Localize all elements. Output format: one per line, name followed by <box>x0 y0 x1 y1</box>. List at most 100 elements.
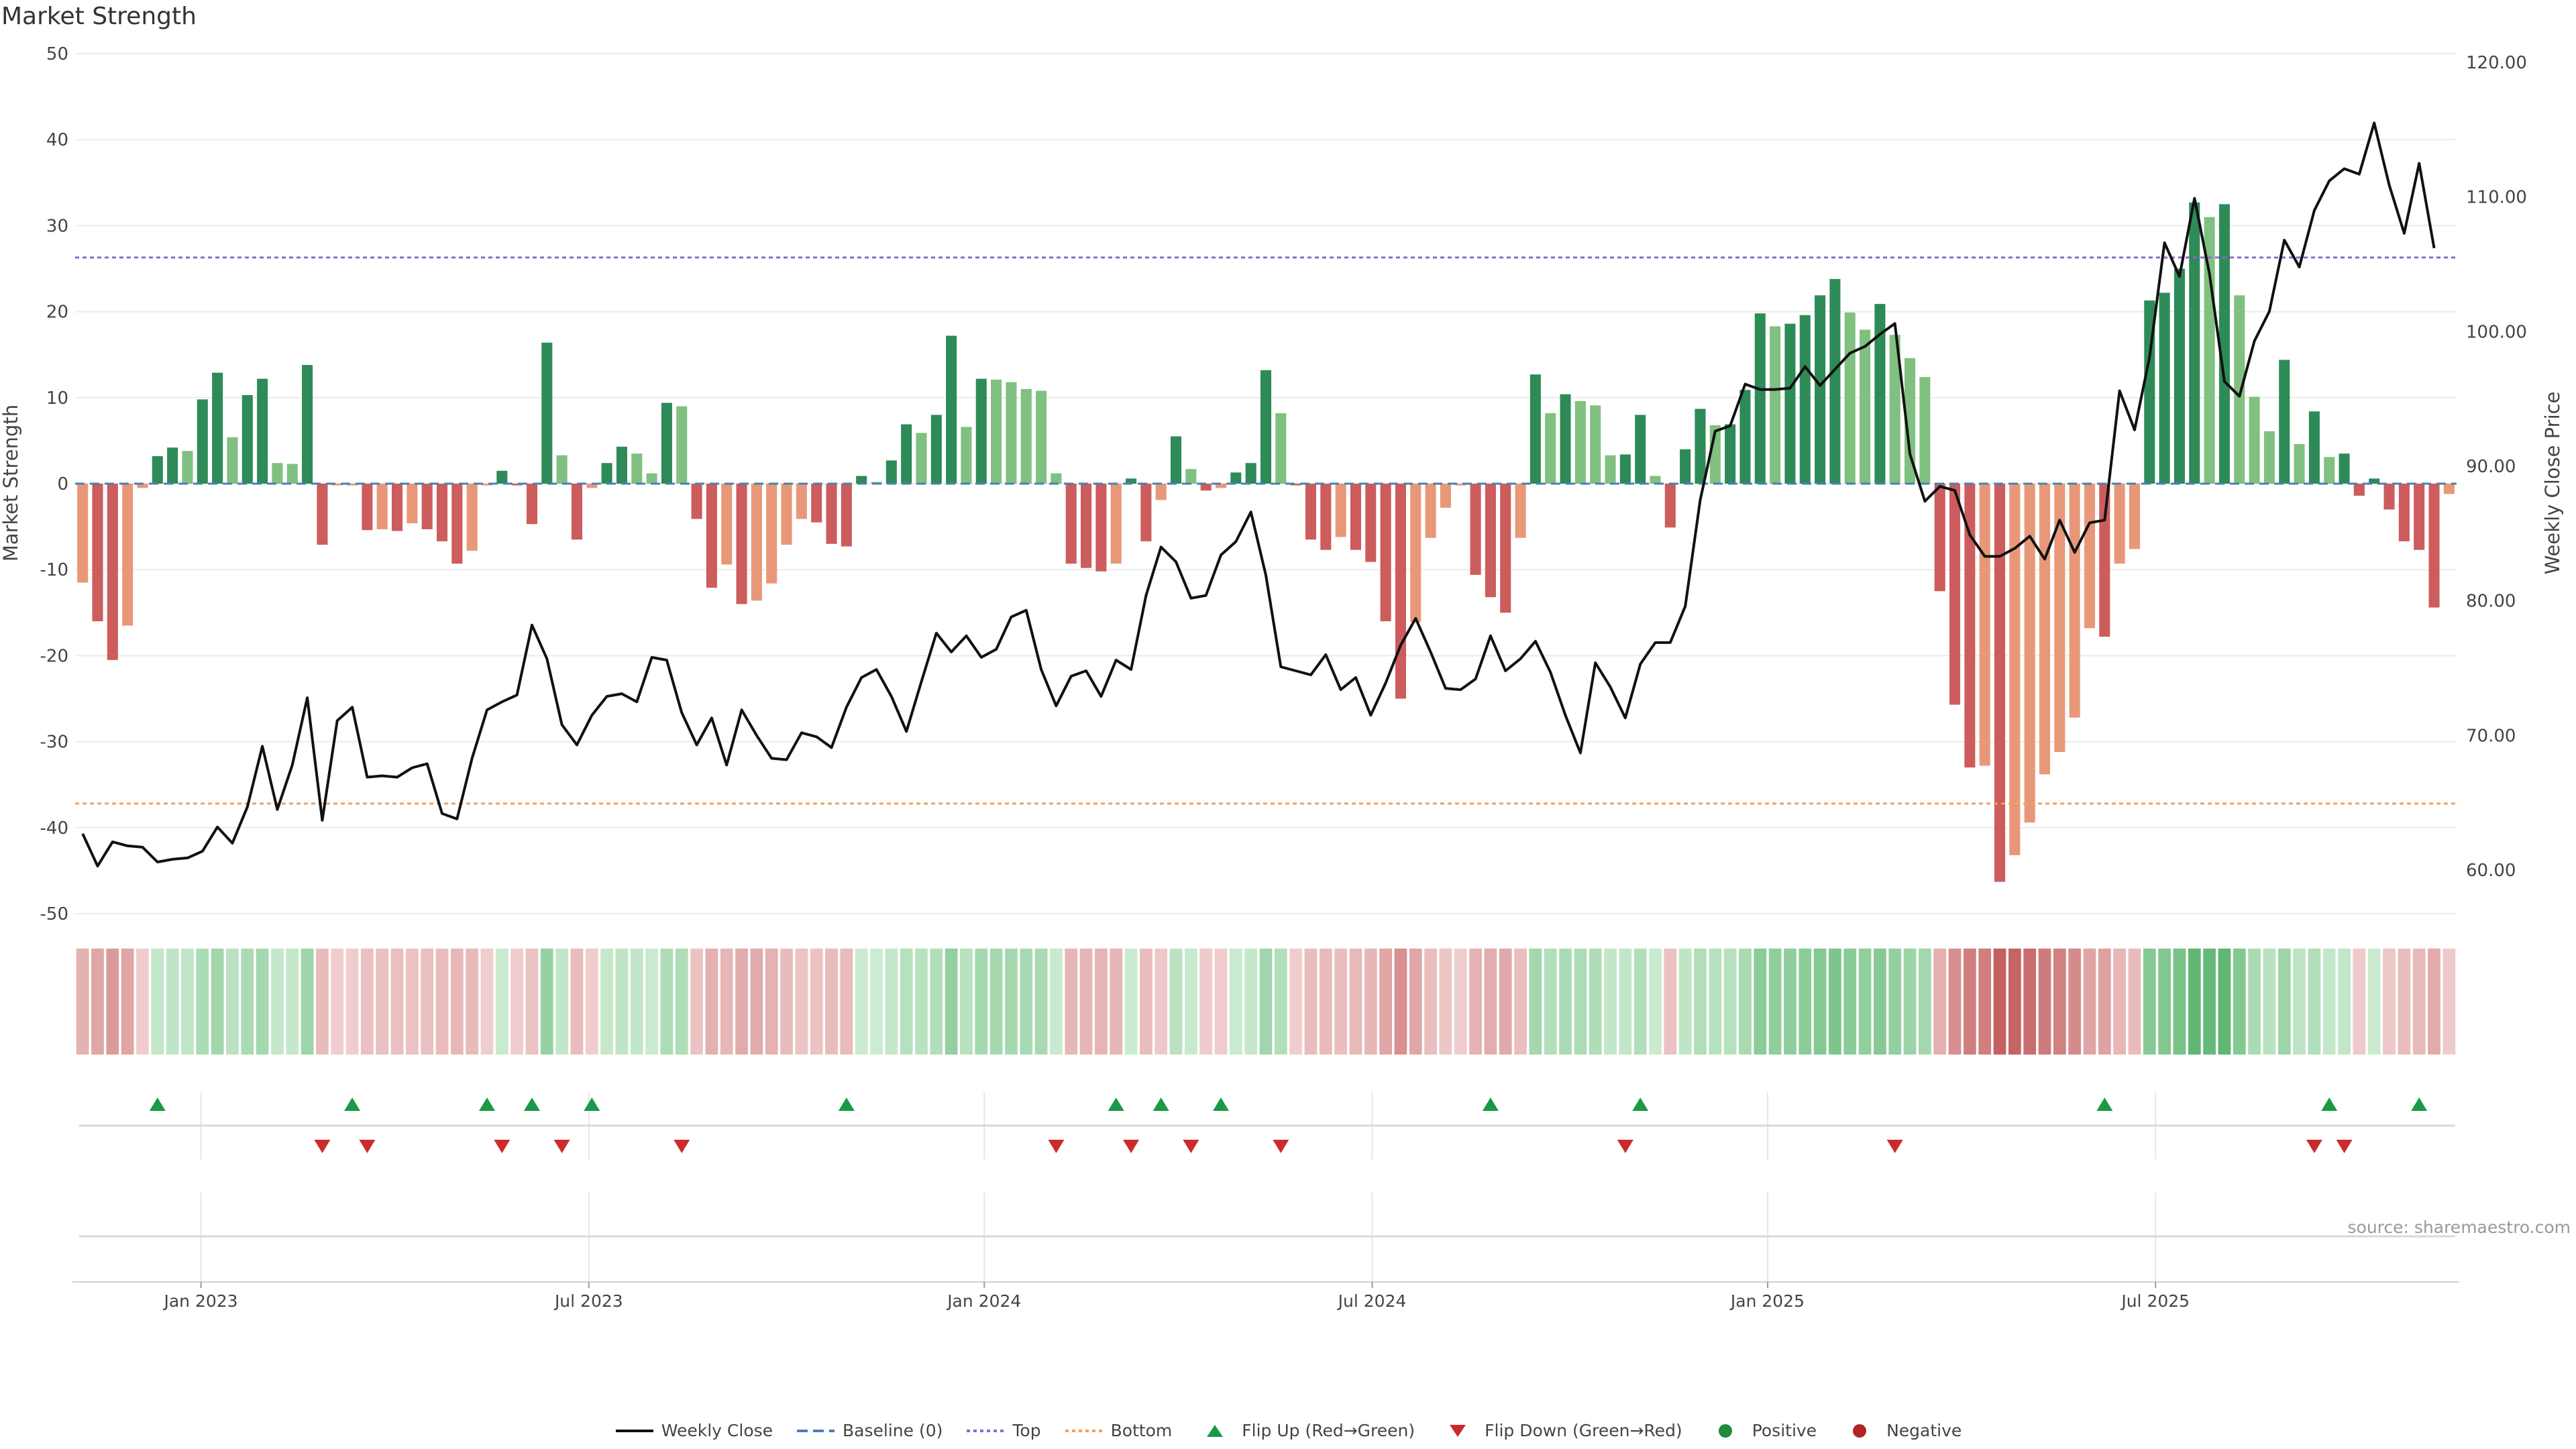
strength-bar <box>1065 484 1077 564</box>
strength-bar <box>1410 484 1421 623</box>
y-tick-label: -30 <box>40 733 68 753</box>
flip-up-marker <box>1108 1097 1124 1111</box>
strength-bar <box>1725 424 1736 484</box>
heat-cell <box>2293 949 2306 1055</box>
chart-legend: Weekly Close Baseline (0) Top Bottom Flip Up… <box>0 1421 2576 1440</box>
heat-cell <box>1244 949 1258 1055</box>
heat-cell <box>2203 949 2216 1055</box>
legend-item: Top <box>965 1421 1041 1440</box>
heat-cell <box>870 949 883 1055</box>
y-tick-label: -50 <box>40 904 68 924</box>
heat-cell <box>1274 949 1287 1055</box>
heat-cell <box>1124 949 1138 1055</box>
y2-tick-label: 60.00 <box>2466 861 2516 881</box>
strength-bar <box>1126 478 1137 484</box>
heat-cell <box>181 949 194 1055</box>
heat-cell <box>675 949 688 1055</box>
heat-cell <box>136 949 149 1055</box>
strength-bar <box>2279 360 2290 484</box>
flip-up-marker <box>584 1097 600 1111</box>
legend-label: Baseline (0) <box>843 1421 943 1440</box>
heat-cell <box>630 949 643 1055</box>
heat-cell <box>1484 949 1497 1055</box>
y-tick-label: -40 <box>40 818 68 839</box>
heat-cell <box>1364 949 1377 1055</box>
x-tick-label: Jul 2024 <box>1337 1291 1407 1311</box>
strength-bar <box>1799 315 1811 484</box>
x-tick-label: Jul 2025 <box>2120 1291 2190 1311</box>
source-credit: source: sharemaestro.com <box>2347 1218 2571 1237</box>
heat-cell <box>1649 949 1662 1055</box>
strength-bar <box>1470 484 1481 575</box>
strength-bar <box>1006 382 1017 484</box>
heat-cell <box>2233 949 2246 1055</box>
strength-bar <box>1529 374 1541 484</box>
strength-bar <box>885 460 897 484</box>
y2-tick-label: 90.00 <box>2466 457 2516 477</box>
heat-cell <box>1289 949 1303 1055</box>
heat-cell <box>525 949 539 1055</box>
legend-swatch <box>1718 1424 1732 1438</box>
strength-bar <box>1770 326 1781 484</box>
strength-bar <box>227 437 238 484</box>
heat-cell <box>376 949 389 1055</box>
strength-bar <box>571 484 582 540</box>
strength-bar <box>901 424 912 484</box>
heat-cell <box>1888 949 1902 1055</box>
flip-up-marker <box>1213 1097 1230 1111</box>
heat-cell <box>271 949 284 1055</box>
heat-cell <box>780 949 793 1055</box>
y-tick-label: 10 <box>46 388 68 409</box>
x-tick-label: Jan 2023 <box>162 1291 237 1311</box>
strength-bar <box>1664 484 1676 528</box>
heat-cell <box>975 949 988 1055</box>
strength-bar <box>691 484 702 519</box>
strength-bar <box>1440 484 1451 508</box>
heat-cell <box>2383 949 2396 1055</box>
legend-label: Flip Down (Green→Red) <box>1485 1421 1682 1440</box>
strength-bar <box>2308 411 2320 484</box>
heat-cell <box>286 949 299 1055</box>
strength-bar <box>1036 390 1047 484</box>
heat-cell <box>1948 949 1962 1055</box>
strength-bar <box>721 484 733 565</box>
heat-cell <box>1514 949 1527 1055</box>
heat-cell <box>1304 949 1318 1055</box>
strength-bar <box>1455 484 1466 486</box>
chart-title: Market Strength <box>1 3 197 30</box>
strength-bar <box>1739 390 1751 484</box>
heat-cell <box>570 949 584 1055</box>
legend-swatch <box>1450 1424 1466 1437</box>
heat-cell <box>1095 949 1108 1055</box>
strength-bar <box>1350 484 1361 550</box>
heat-cell <box>1678 949 1692 1055</box>
y2-tick-label: 120.00 <box>2466 53 2527 73</box>
strength-bar <box>137 484 148 488</box>
strength-bar <box>2383 484 2395 510</box>
heat-cell <box>421 949 434 1055</box>
y-tick-label: 40 <box>46 130 68 150</box>
heat-cell <box>316 949 329 1055</box>
strength-bar <box>601 463 612 484</box>
strength-bar <box>706 484 717 588</box>
heat-cell <box>2128 949 2141 1055</box>
heat-cell <box>1034 949 1048 1055</box>
heat-cell <box>1919 949 1931 1055</box>
strength-bar <box>1245 463 1256 484</box>
heat-cell <box>2083 949 2096 1055</box>
heat-cell <box>1633 949 1647 1055</box>
strength-bar <box>1260 370 1272 484</box>
flip-down-marker <box>1123 1140 1140 1153</box>
legend-swatch <box>1207 1424 1224 1437</box>
heat-cell <box>2218 949 2231 1055</box>
strength-bar <box>1500 484 1511 613</box>
strength-bar <box>1095 484 1107 572</box>
strength-bar <box>436 484 448 541</box>
strength-bar <box>421 484 433 529</box>
heat-cell <box>2428 949 2440 1055</box>
heat-cell <box>1334 949 1348 1055</box>
heat-cell <box>1589 949 1602 1055</box>
heat-cell <box>121 949 134 1055</box>
strength-bar <box>586 484 598 488</box>
y-tick-label: -10 <box>40 560 68 580</box>
